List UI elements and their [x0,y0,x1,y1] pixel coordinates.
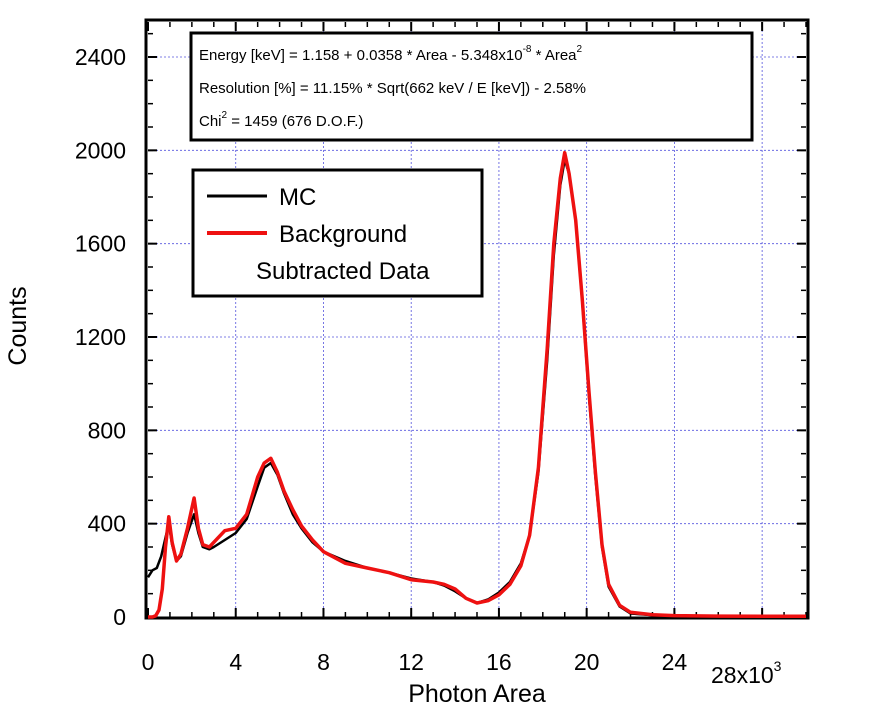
y-tick-label: 800 [88,417,126,443]
y-axis-title: Counts [4,286,32,365]
legend-label-mc: MC [279,184,316,211]
y-tick-label: 1200 [75,324,126,350]
axis-ticks [147,22,807,618]
x-tick-label: 20 [574,649,600,675]
legend-frame [191,168,484,298]
y-tick-label: 0 [113,604,126,630]
x-tick-label: 8 [317,649,330,675]
x-multiplier-label: 28x103 [711,658,782,688]
fit-resolution-line: Resolution [%] = 11.15% * Sqrt(662 keV /… [199,80,586,97]
y-tick-label: 2400 [75,44,126,70]
fit-chi2-line: Chi2 = 1459 (676 D.O.F.) [199,110,363,130]
x-tick-labels: 0 4 8 12 16 20 24 [142,649,688,675]
x-tick-label: 0 [142,649,155,675]
x-tick-label: 12 [398,649,424,675]
legend-label-data-line2: Subtracted Data [256,258,430,285]
y-tick-label: 1600 [75,231,126,257]
series-background-subtracted-data [147,150,807,619]
x-axis-title: Photon Area [408,680,546,708]
y-tick-label: 400 [88,511,126,537]
series-layer [146,150,807,619]
x-multiplier-exponent: 3 [774,658,782,674]
x-tick-label: 4 [229,649,242,675]
fit-energy-line: Energy [keV] = 1.158 + 0.0358 * Area - 5… [199,44,583,64]
legend-label-data-line1: Background [279,221,407,248]
fit-annotation-frame [189,31,754,142]
x-tick-label: 16 [486,649,512,675]
plot-frame [144,18,810,620]
y-tick-labels: 0 400 800 1200 1600 2000 2400 [75,44,126,630]
y-tick-label: 2000 [75,137,126,163]
fit-annotation-box: Energy [keV] = 1.158 + 0.0358 * Area - 5… [189,31,754,142]
legend: MC Background Subtracted Data [191,168,484,298]
x-tick-label: 24 [662,649,688,675]
